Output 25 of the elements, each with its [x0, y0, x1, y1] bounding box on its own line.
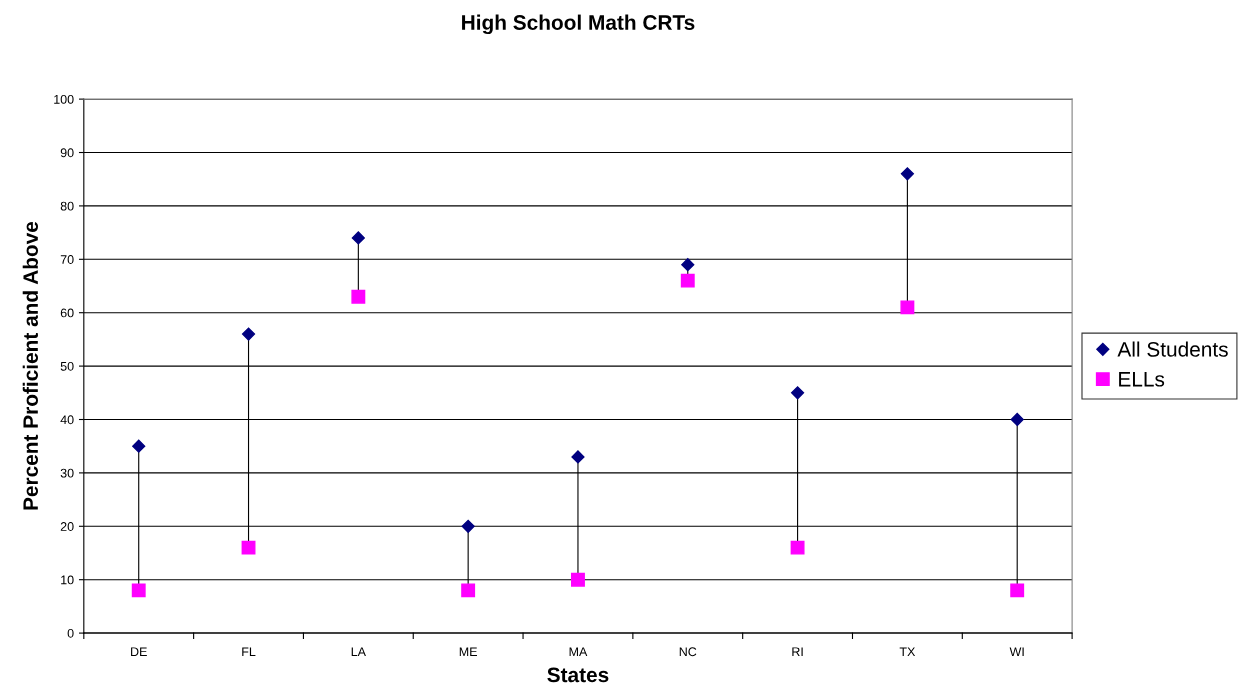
y-tick-label: 60: [60, 308, 74, 318]
x-axis-title: States: [547, 667, 609, 683]
legend-label: All Students: [1117, 341, 1228, 357]
chart-title: High School Math CRTs: [462, 14, 695, 35]
y-tick-label: 80: [60, 201, 74, 211]
x-tick-label: DE: [131, 647, 147, 657]
x-tick-label: FL: [242, 647, 256, 657]
y-tick-label: 10: [61, 575, 74, 585]
y-tick-label: 100: [54, 94, 74, 104]
y-tick-label: 20: [60, 522, 74, 531]
x-tick-label: RI: [792, 647, 803, 657]
y-tick-label: 90: [60, 148, 74, 158]
y-tick-label: 50: [60, 361, 74, 371]
y-tick-label: 0: [67, 628, 74, 638]
x-tick-label: NC: [679, 647, 697, 657]
x-tick-label: ME: [459, 647, 477, 657]
x-tick-label: WI: [1009, 647, 1024, 657]
y-axis-title: Percent Proficient and Above: [22, 221, 39, 510]
x-tick-label: LA: [351, 647, 366, 657]
y-tick-label: 70: [60, 255, 74, 264]
x-tick-label: TX: [899, 647, 916, 657]
x-tick-label: MA: [569, 647, 588, 657]
y-tick-label: 30: [60, 468, 74, 478]
legend-label: ELLs: [1119, 372, 1165, 387]
y-tick-label: 40: [60, 415, 74, 425]
